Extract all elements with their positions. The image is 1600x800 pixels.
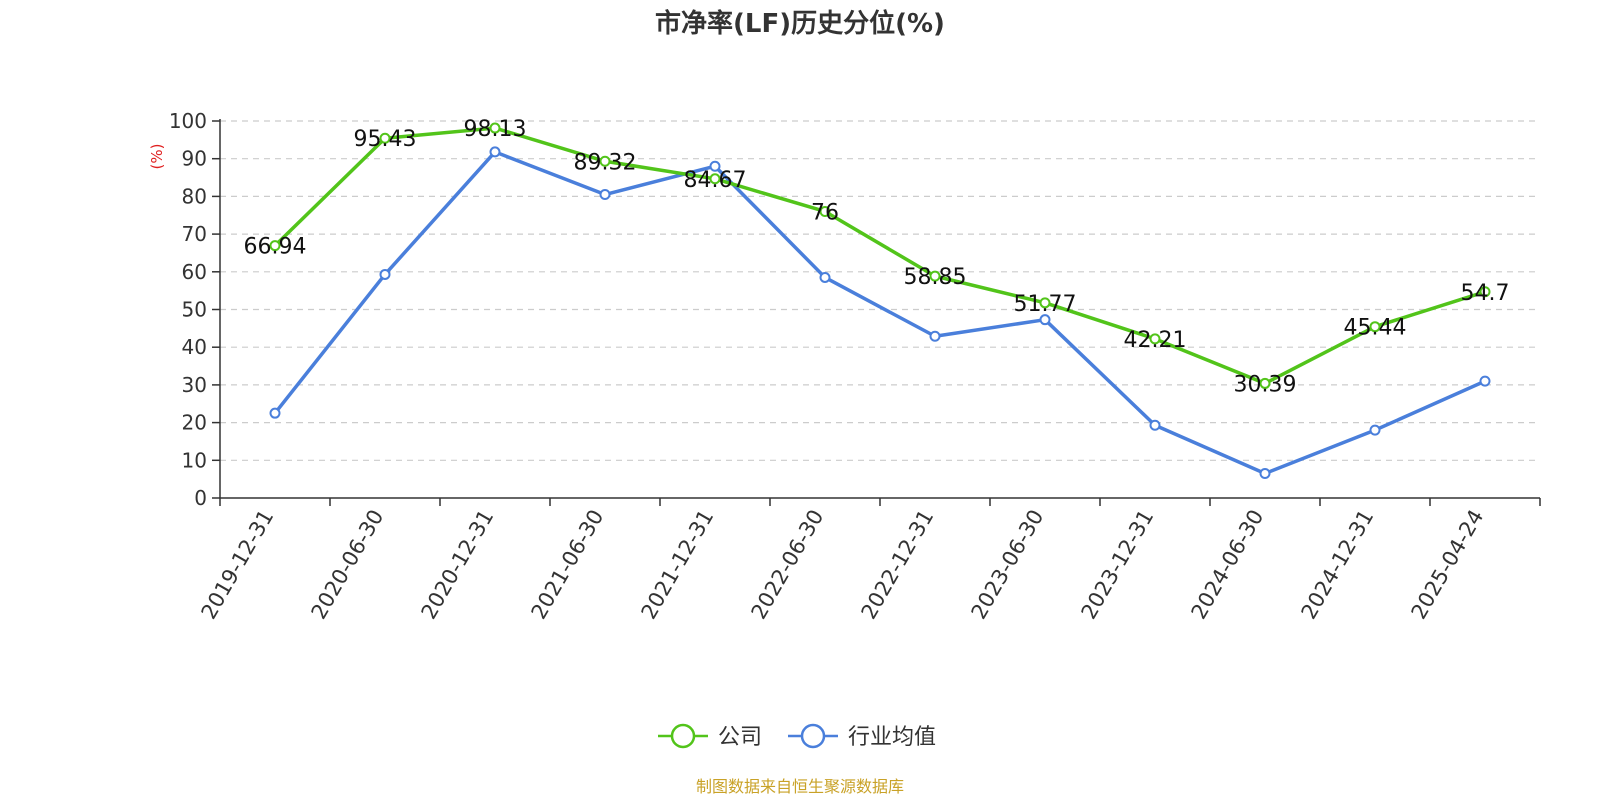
data-point[interactable] xyxy=(489,146,501,158)
legend-label: 行业均值 xyxy=(848,725,936,750)
data-point[interactable] xyxy=(1369,321,1381,333)
data-point[interactable] xyxy=(929,330,941,342)
chart-title: 市净率(LF)历史分位(%) xyxy=(655,8,945,39)
y-tick-label: 90 xyxy=(182,147,207,171)
y-tick-label: 40 xyxy=(182,335,207,359)
data-label: 89.32 xyxy=(574,150,637,175)
data-point[interactable] xyxy=(379,268,391,280)
x-tick-label: 2021-12-31 xyxy=(637,506,719,624)
data-point[interactable] xyxy=(599,155,611,167)
series-line-1 xyxy=(273,150,1486,476)
grid-lines xyxy=(220,120,1540,461)
data-point[interactable] xyxy=(269,407,281,419)
x-tick-label: 2020-06-30 xyxy=(307,506,389,624)
data-point[interactable] xyxy=(1149,333,1161,345)
data-point[interactable] xyxy=(1149,419,1161,431)
data-label: 42.21 xyxy=(1124,328,1187,353)
data-label: 98.13 xyxy=(464,117,527,142)
source-note: 制图数据来自恒生聚源数据库 xyxy=(696,777,904,796)
x-tick-label: 2024-12-31 xyxy=(1297,506,1379,624)
y-tick-label: 0 xyxy=(194,486,207,510)
data-label: 51.77 xyxy=(1014,292,1077,317)
data-label: 95.43 xyxy=(354,127,417,152)
y-tick-label: 100 xyxy=(169,109,207,133)
data-point[interactable] xyxy=(1039,314,1051,326)
data-point[interactable] xyxy=(929,270,941,282)
data-point[interactable] xyxy=(379,132,391,144)
legend-swatch-marker xyxy=(800,723,826,749)
y-axis-label: (%) xyxy=(148,144,166,170)
y-tick-label: 60 xyxy=(182,260,207,284)
data-label: 84.67 xyxy=(684,168,747,193)
data-label: 66.94 xyxy=(244,235,307,260)
x-tick-label: 2023-12-31 xyxy=(1077,506,1159,624)
y-tick-label: 30 xyxy=(182,373,207,397)
y-tick-label: 50 xyxy=(182,298,207,322)
y-tick-label: 20 xyxy=(182,411,207,435)
data-label: 76 xyxy=(811,200,839,225)
data-point[interactable] xyxy=(269,240,281,252)
series-lines xyxy=(269,122,1491,479)
x-tick-label: 2025-04-24 xyxy=(1407,506,1489,624)
data-point[interactable] xyxy=(599,189,611,201)
legend-label: 公司 xyxy=(718,725,762,750)
data-label: 54.7 xyxy=(1461,281,1510,306)
legend-item-0[interactable]: 公司 xyxy=(658,723,762,750)
x-tick-label: 2023-06-30 xyxy=(967,506,1049,624)
x-tick-label: 2019-12-31 xyxy=(197,506,279,624)
x-tick-label: 2022-12-31 xyxy=(857,506,939,624)
x-tick-labels: 2019-12-31 2020-06-30 2020-12-31 2021-06-30… xyxy=(197,506,1489,624)
data-point[interactable] xyxy=(709,173,721,185)
data-point[interactable] xyxy=(819,271,831,283)
data-point[interactable] xyxy=(1259,377,1271,389)
data-point[interactable] xyxy=(1479,375,1491,387)
legend-swatch-marker xyxy=(670,723,696,749)
data-point[interactable] xyxy=(1369,424,1381,436)
data-label: 45.44 xyxy=(1344,316,1407,341)
x-tick-label: 2022-06-30 xyxy=(747,506,829,624)
axes xyxy=(212,119,1541,506)
data-point[interactable] xyxy=(709,160,721,172)
data-label: 58.85 xyxy=(904,265,967,290)
data-labels: 66.94 95.43 98.13 89.32 84.67 76 58.85 51.77 42.… xyxy=(244,117,1510,397)
y-tick-labels: 0 10 20 30 40 50 60 70 80 90 100 xyxy=(169,109,207,510)
x-tick-label: 2024-06-30 xyxy=(1187,506,1269,624)
legend[interactable]: 公司 行业均值 xyxy=(658,723,936,750)
y-tick-label: 10 xyxy=(182,448,207,472)
data-point[interactable] xyxy=(1259,467,1271,479)
x-tick-label: 2020-12-31 xyxy=(417,506,499,624)
data-point[interactable] xyxy=(1479,286,1491,298)
y-tick-label: 70 xyxy=(182,222,207,246)
data-label: 30.39 xyxy=(1234,372,1297,397)
y-tick-label: 80 xyxy=(182,184,207,208)
data-point[interactable] xyxy=(819,205,831,217)
data-point[interactable] xyxy=(489,122,501,134)
data-point[interactable] xyxy=(1039,297,1051,309)
legend-item-1[interactable]: 行业均值 xyxy=(788,723,936,750)
x-tick-label: 2021-06-30 xyxy=(527,506,609,624)
series-line-0 xyxy=(273,126,1486,386)
